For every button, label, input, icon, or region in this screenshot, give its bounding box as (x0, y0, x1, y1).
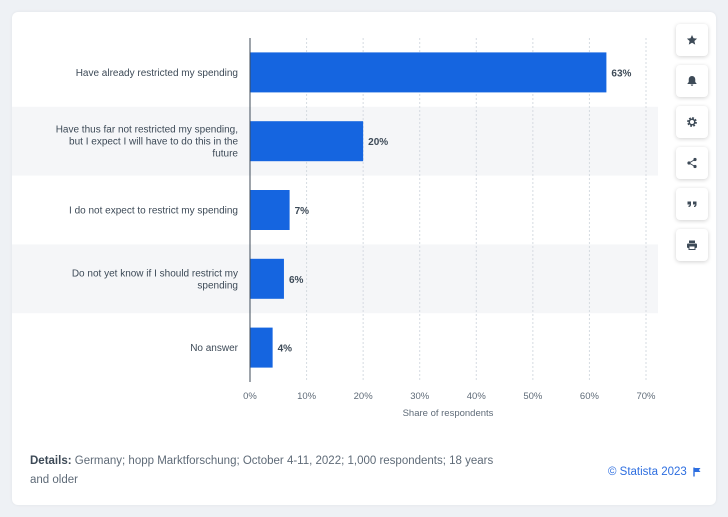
details-note: Details: Germany; hopp Marktforschung; O… (30, 452, 500, 490)
favorite-button[interactable] (676, 24, 708, 56)
category-label: future (212, 149, 238, 160)
notification-button[interactable] (676, 65, 708, 97)
bar (250, 258, 284, 299)
share-icon (687, 157, 697, 169)
category-label: Do not yet know if I should restrict my (72, 268, 238, 279)
x-tick-label: 50% (523, 391, 543, 402)
print-icon (687, 240, 697, 250)
bell-icon (687, 76, 697, 86)
print-button[interactable] (676, 229, 708, 261)
bar (250, 52, 607, 93)
x-tick-label: 60% (580, 391, 600, 402)
bar (250, 190, 290, 230)
copyright-text: © Statista 2023 (608, 466, 687, 478)
settings-button[interactable] (676, 106, 708, 138)
data-label: 4% (278, 344, 293, 355)
quote-icon (687, 201, 697, 207)
row-band (12, 244, 658, 314)
x-tick-label: 10% (297, 391, 317, 402)
gear-icon (687, 117, 697, 127)
category-label: Have already restricted my spending (76, 68, 238, 79)
x-tick-label: 40% (467, 391, 487, 402)
category-label: Have thus far not restricted my spending… (56, 125, 238, 136)
category-label: I do not expect to restrict my spending (69, 206, 238, 217)
data-label: 7% (295, 206, 310, 217)
flag-icon (693, 467, 701, 477)
data-label: 20% (368, 137, 388, 148)
x-tick-label: 0% (243, 391, 257, 402)
bar (250, 121, 364, 162)
category-label: spending (197, 280, 238, 291)
x-tick-label: 20% (354, 391, 374, 402)
cite-button[interactable] (676, 188, 708, 220)
bar (250, 327, 273, 368)
x-axis-title: Share of respondents (403, 408, 494, 419)
x-tick-label: 30% (410, 391, 430, 402)
details-text: Germany; hopp Marktforschung; October 4-… (30, 455, 494, 486)
copyright-link[interactable]: © Statista 2023 (608, 466, 701, 478)
data-label: 63% (611, 68, 631, 79)
category-label: but I expect I will have to do this in t… (69, 137, 238, 148)
data-label: 6% (289, 275, 304, 286)
details-label: Details: (30, 455, 72, 467)
category-label: No answer (190, 343, 238, 354)
share-button[interactable] (676, 147, 708, 179)
star-icon (686, 35, 698, 45)
x-tick-label: 70% (636, 391, 656, 402)
